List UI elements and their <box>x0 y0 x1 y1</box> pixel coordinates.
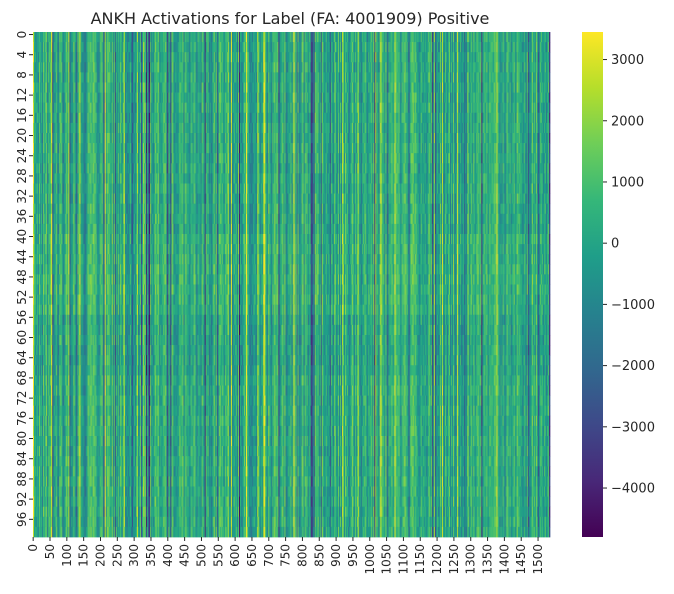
heatmap-cell <box>549 72 550 82</box>
heatmap-cell <box>549 113 550 123</box>
heatmap-row <box>33 123 550 133</box>
heatmap-cell <box>549 93 550 103</box>
heatmap-row <box>33 93 550 103</box>
heatmap-plot-area <box>33 32 550 537</box>
heatmap-cell <box>549 42 550 52</box>
heatmap-row <box>33 42 550 52</box>
heatmap-row <box>33 103 550 113</box>
heatmap-cell <box>549 62 550 72</box>
heatmap-row <box>33 83 550 93</box>
heatmap-row <box>33 32 550 42</box>
chart-title: ANKH Activations for Label (FA: 4001909)… <box>91 9 490 28</box>
heatmap-row <box>33 113 550 123</box>
heatmap-cell <box>549 103 550 113</box>
heatmap-row <box>33 62 550 72</box>
heatmap-cell <box>549 52 550 62</box>
heatmap-row <box>33 52 550 62</box>
heatmap-cell <box>549 32 550 42</box>
heatmap-cell <box>549 83 550 93</box>
heatmap-row <box>33 72 550 82</box>
